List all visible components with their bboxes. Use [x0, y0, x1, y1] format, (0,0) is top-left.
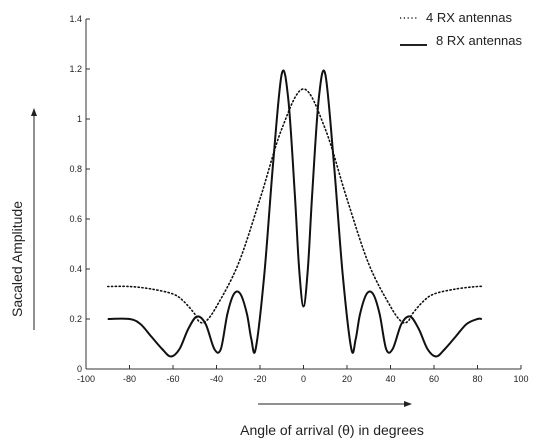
legend-label-8rx: 8 RX antennas — [436, 33, 523, 48]
x-tick-label: 60 — [429, 374, 439, 384]
x-tick-label: -100 — [77, 374, 95, 384]
series-line-4rx — [106, 88, 483, 324]
legend: 4 RX antennas 8 RX antennas — [400, 10, 523, 48]
x-tick-label: 80 — [472, 374, 482, 384]
x-tick-label: -20 — [253, 374, 266, 384]
x-tick-label: 0 — [301, 374, 306, 384]
legend-item-8rx: 8 RX antennas — [400, 33, 523, 48]
y-tick-label: 1.4 — [69, 14, 82, 24]
x-tick-label: 40 — [385, 374, 395, 384]
x-tick-label: -40 — [210, 374, 223, 384]
y-tick-label: 1 — [77, 114, 82, 124]
series-line-8rx — [107, 69, 482, 358]
x-tick-label: 20 — [342, 374, 352, 384]
x-axis-ticks: -100 -80 -60 -40 -20 0 20 40 60 80 100 — [77, 365, 529, 384]
x-axis-label: Angle of arrival (θ) in degrees — [240, 422, 424, 438]
x-tick-label: -80 — [123, 374, 136, 384]
y-tick-label: 0 — [77, 364, 82, 374]
x-axis-arrow — [258, 401, 412, 407]
y-tick-label: 0.4 — [69, 264, 82, 274]
y-axis-label: Sacaled Amplitude — [9, 201, 25, 317]
y-tick-label: 0.6 — [69, 214, 82, 224]
series-layer — [106, 69, 483, 358]
x-tick-label: -60 — [166, 374, 179, 384]
plot-area — [85, 19, 521, 370]
y-axis-arrow — [31, 108, 37, 330]
y-tick-label: 0.2 — [69, 314, 82, 324]
legend-item-4rx: 4 RX antennas — [400, 10, 513, 25]
y-axis-ticks: 0 0.2 0.4 0.6 0.8 1 1.2 1.4 — [69, 14, 90, 374]
y-tick-label: 0.8 — [69, 164, 82, 174]
legend-label-4rx: 4 RX antennas — [426, 10, 513, 25]
y-tick-label: 1.2 — [69, 64, 82, 74]
x-tick-label: 100 — [513, 374, 528, 384]
